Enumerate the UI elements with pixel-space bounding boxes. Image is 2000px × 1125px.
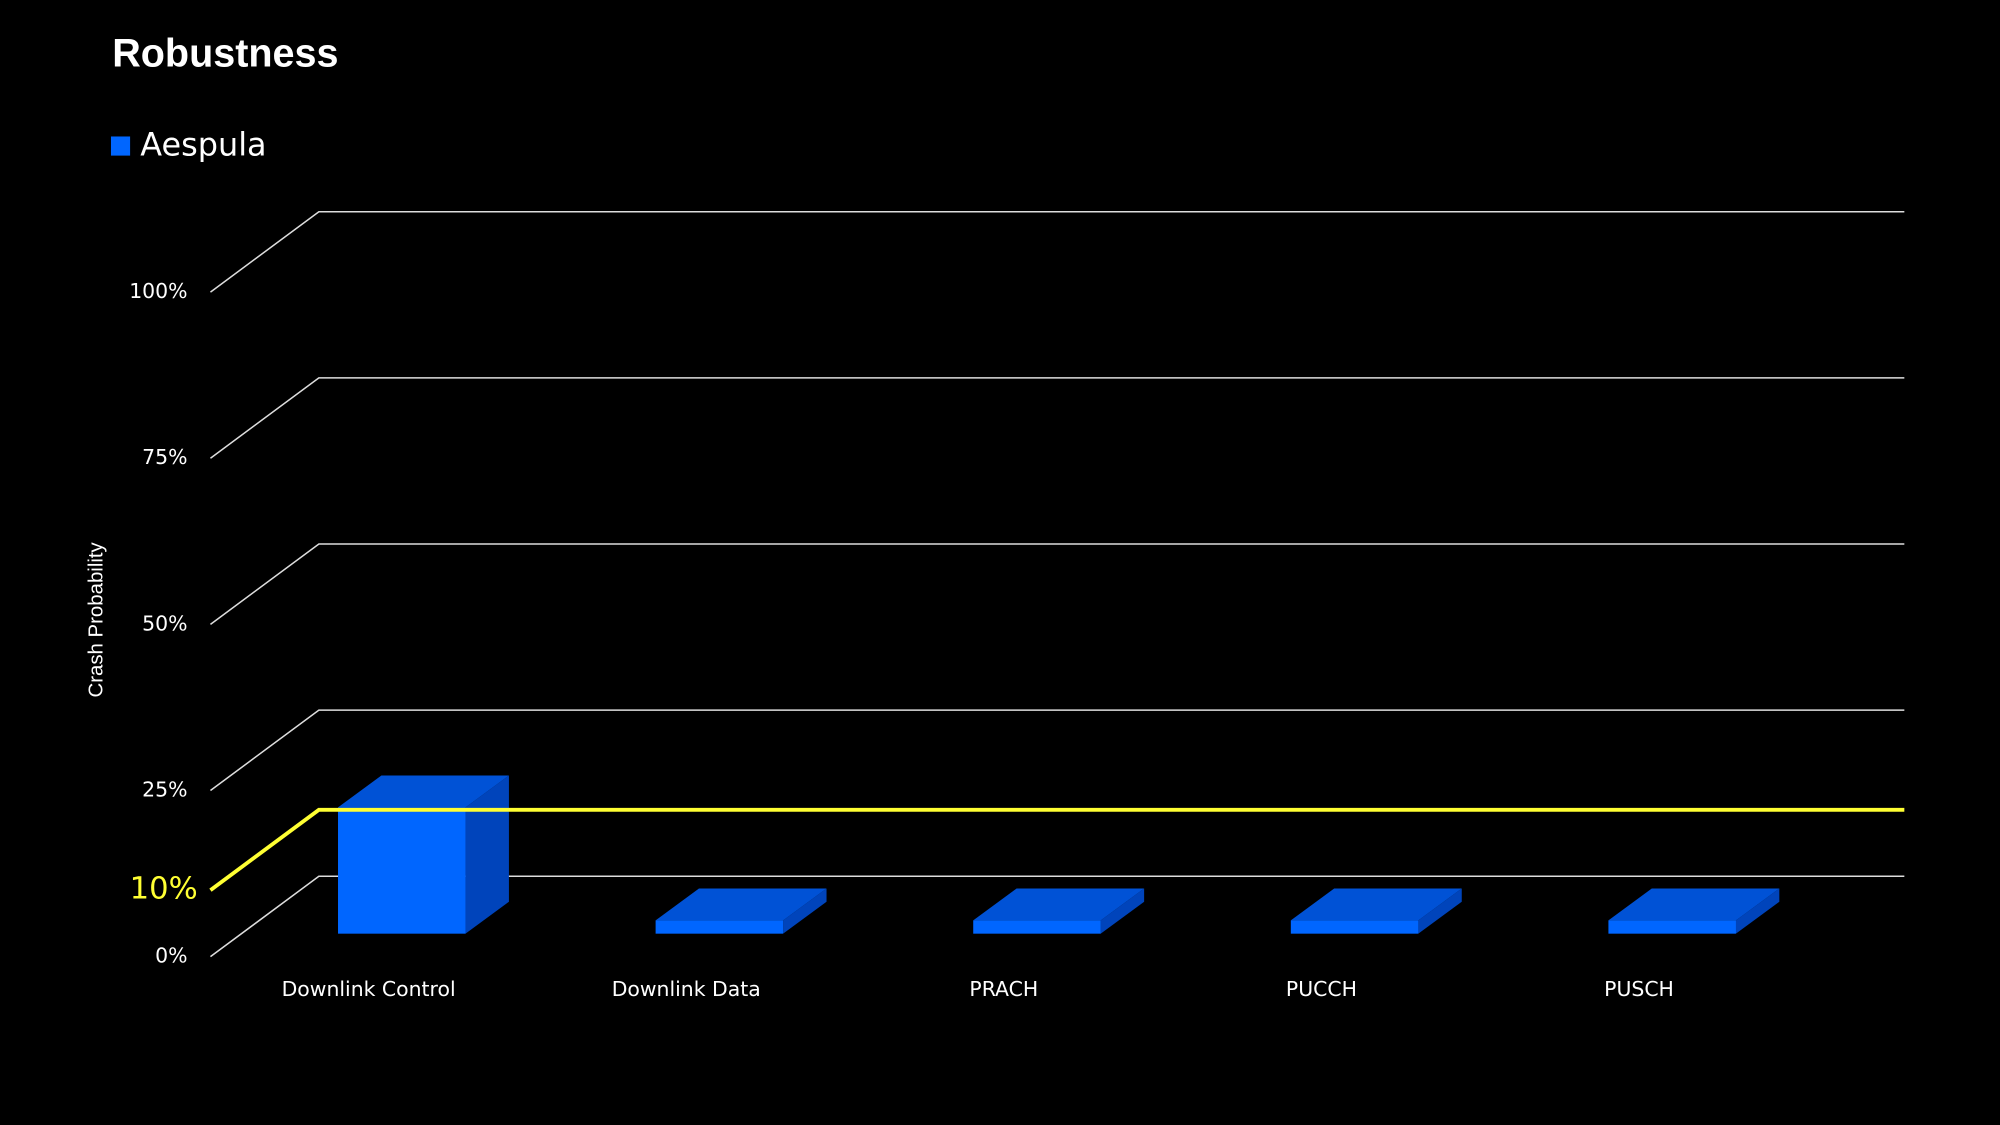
x-tick-label: Downlink Control bbox=[282, 977, 456, 1001]
x-tick-label: PUCCH bbox=[1286, 977, 1357, 1001]
x-tick-label: PRACH bbox=[969, 977, 1038, 1001]
bar-top bbox=[338, 775, 509, 808]
bar bbox=[338, 807, 466, 934]
threshold-label: 10% bbox=[130, 872, 198, 907]
bar bbox=[1290, 920, 1419, 934]
bar-side bbox=[783, 888, 827, 934]
bar bbox=[655, 920, 784, 934]
bar bbox=[973, 920, 1101, 934]
bar-side bbox=[1418, 888, 1462, 934]
y-axis-label: Crash Probability bbox=[85, 541, 107, 697]
legend-swatch bbox=[110, 136, 131, 156]
grid-line bbox=[210, 210, 1905, 293]
bar bbox=[1608, 920, 1736, 934]
x-tick-label: PUSCH bbox=[1604, 977, 1674, 1001]
bar-top bbox=[1290, 888, 1462, 921]
grid-line bbox=[210, 709, 1905, 792]
bar-side bbox=[1100, 888, 1145, 934]
y-tick-label: 25% bbox=[142, 777, 187, 801]
bar-side bbox=[1735, 888, 1780, 934]
legend-label: Aespula bbox=[140, 126, 266, 164]
x-tick-label: Downlink Data bbox=[612, 977, 761, 1001]
y-tick-label: 100% bbox=[129, 279, 187, 303]
grid-line bbox=[210, 543, 1905, 625]
threshold-line bbox=[209, 807, 1905, 892]
y-tick-label: 0% bbox=[155, 944, 187, 968]
chart-title: Robustness bbox=[112, 32, 338, 76]
bar-top bbox=[1608, 888, 1780, 921]
bar-top bbox=[973, 888, 1145, 921]
y-tick-label: 75% bbox=[142, 445, 187, 469]
grid-line bbox=[210, 377, 1905, 459]
grid-line bbox=[210, 875, 1905, 958]
bar-side bbox=[465, 775, 509, 934]
bar-top bbox=[655, 888, 827, 921]
y-tick-label: 50% bbox=[142, 611, 187, 635]
